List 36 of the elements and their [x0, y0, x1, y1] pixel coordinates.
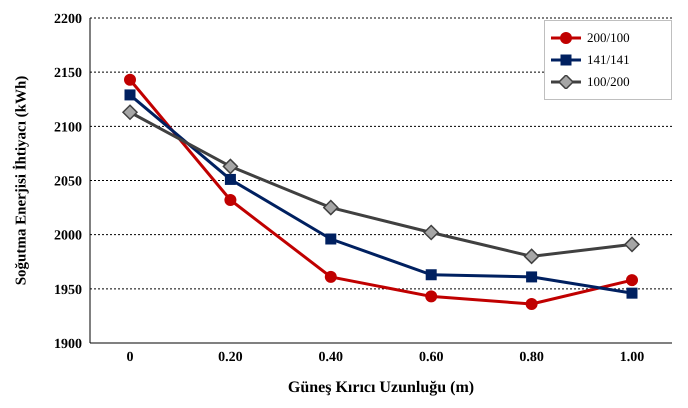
point: [423, 224, 439, 240]
point: [224, 174, 236, 185]
point: [425, 290, 438, 302]
legend-label: 141/141: [587, 52, 630, 68]
x-tick-label: 0.20: [218, 350, 243, 365]
x-tick-label: 0: [126, 350, 134, 365]
x-tick-label: 0.60: [418, 350, 444, 365]
x-axis-title: Güneş Kırıcı Uzunluğu (m): [288, 379, 474, 396]
point: [624, 236, 640, 252]
y-tick-label: 1900: [54, 336, 82, 352]
point: [526, 298, 538, 310]
x-tick-label: 0.40: [318, 350, 344, 365]
legend-label: 200/100: [587, 30, 630, 46]
point: [323, 200, 339, 216]
y-axis-title: Soğutma Enerjisi İhtiyacı (kWh): [12, 76, 30, 286]
point: [626, 288, 638, 299]
legend-label: 100/200: [587, 74, 630, 90]
point: [222, 158, 238, 174]
point: [626, 274, 638, 286]
point: [526, 271, 538, 282]
point: [426, 269, 437, 280]
point: [224, 194, 236, 206]
point: [122, 104, 138, 120]
x-tick-label: 1.00: [620, 350, 644, 365]
point: [324, 270, 337, 283]
y-tick-label: 2200: [54, 12, 82, 27]
y-tick-label: 2000: [54, 228, 82, 244]
y-tick-label: 2100: [54, 120, 82, 136]
point: [124, 74, 136, 86]
point: [524, 248, 540, 264]
point: [325, 234, 336, 244]
y-tick-label: 2050: [54, 174, 82, 190]
point: [124, 89, 136, 100]
y-tick-label: 2150: [54, 66, 82, 82]
y-tick-label: 1950: [54, 282, 82, 298]
x-tick-label: 0.80: [519, 350, 544, 365]
